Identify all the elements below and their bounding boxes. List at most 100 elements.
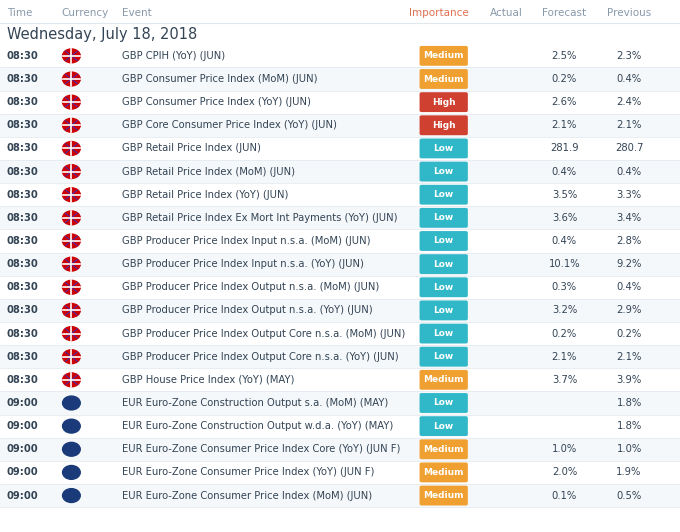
- Circle shape: [63, 257, 80, 271]
- Text: EUR Euro-Zone Consumer Price Index (MoM) (JUN): EUR Euro-Zone Consumer Price Index (MoM)…: [122, 491, 373, 501]
- Circle shape: [63, 95, 80, 109]
- Text: 3.3%: 3.3%: [617, 190, 641, 200]
- Text: 2.6%: 2.6%: [551, 97, 577, 107]
- Circle shape: [63, 72, 80, 86]
- Text: 1.8%: 1.8%: [616, 421, 642, 431]
- Text: Low: Low: [434, 398, 454, 408]
- FancyBboxPatch shape: [0, 322, 680, 345]
- Text: 08:30: 08:30: [7, 329, 39, 338]
- Text: 1.8%: 1.8%: [616, 398, 642, 408]
- FancyBboxPatch shape: [0, 392, 680, 414]
- Text: EUR Euro-Zone Construction Output s.a. (MoM) (MAY): EUR Euro-Zone Construction Output s.a. (…: [122, 398, 389, 408]
- Text: 08:30: 08:30: [7, 167, 39, 177]
- Text: Medium: Medium: [424, 491, 464, 500]
- FancyBboxPatch shape: [420, 416, 468, 436]
- Circle shape: [63, 327, 80, 340]
- Text: Medium: Medium: [424, 376, 464, 384]
- FancyBboxPatch shape: [420, 486, 468, 505]
- Text: Previous: Previous: [607, 9, 651, 18]
- Text: 3.5%: 3.5%: [551, 190, 577, 200]
- Text: Low: Low: [434, 352, 454, 361]
- Text: 08:30: 08:30: [7, 120, 39, 130]
- Text: 08:30: 08:30: [7, 352, 39, 362]
- FancyBboxPatch shape: [0, 276, 680, 299]
- Text: 0.4%: 0.4%: [552, 167, 577, 177]
- Text: GBP House Price Index (YoY) (MAY): GBP House Price Index (YoY) (MAY): [122, 375, 294, 385]
- Text: Low: Low: [434, 167, 454, 176]
- Text: Low: Low: [434, 422, 454, 430]
- Text: GBP Retail Price Index Ex Mort Int Payments (YoY) (JUN): GBP Retail Price Index Ex Mort Int Payme…: [122, 213, 398, 223]
- FancyBboxPatch shape: [420, 347, 468, 367]
- Text: 0.2%: 0.2%: [551, 74, 577, 84]
- Circle shape: [63, 234, 80, 248]
- Text: High: High: [432, 98, 456, 106]
- Text: 1.0%: 1.0%: [551, 444, 577, 454]
- Text: GBP Consumer Price Index (YoY) (JUN): GBP Consumer Price Index (YoY) (JUN): [122, 97, 311, 107]
- Text: 08:30: 08:30: [7, 74, 39, 84]
- FancyBboxPatch shape: [420, 92, 468, 112]
- Text: EUR Euro-Zone Consumer Price Index (YoY) (JUN F): EUR Euro-Zone Consumer Price Index (YoY)…: [122, 468, 375, 477]
- Text: Low: Low: [434, 329, 454, 338]
- Text: Low: Low: [434, 260, 454, 269]
- Text: Low: Low: [434, 283, 454, 292]
- Text: 0.4%: 0.4%: [552, 236, 577, 246]
- Text: 3.6%: 3.6%: [551, 213, 577, 223]
- Text: Low: Low: [434, 144, 454, 153]
- Text: Event: Event: [122, 9, 152, 18]
- Text: 0.4%: 0.4%: [617, 282, 641, 292]
- Text: EUR Euro-Zone Consumer Price Index Core (YoY) (JUN F): EUR Euro-Zone Consumer Price Index Core …: [122, 444, 401, 454]
- Text: 2.3%: 2.3%: [616, 51, 642, 61]
- Text: 2.1%: 2.1%: [616, 352, 642, 362]
- FancyBboxPatch shape: [420, 370, 468, 390]
- Circle shape: [63, 373, 80, 387]
- FancyBboxPatch shape: [0, 414, 680, 438]
- Text: 08:30: 08:30: [7, 236, 39, 246]
- FancyBboxPatch shape: [0, 160, 680, 183]
- Text: GBP CPIH (YoY) (JUN): GBP CPIH (YoY) (JUN): [122, 51, 226, 61]
- Circle shape: [63, 280, 80, 294]
- FancyBboxPatch shape: [0, 137, 680, 160]
- Text: 9.2%: 9.2%: [616, 259, 642, 269]
- Text: 3.9%: 3.9%: [616, 375, 642, 385]
- Text: 0.2%: 0.2%: [616, 329, 642, 338]
- FancyBboxPatch shape: [0, 253, 680, 276]
- Text: 08:30: 08:30: [7, 51, 39, 61]
- FancyBboxPatch shape: [420, 301, 468, 320]
- Text: 08:30: 08:30: [7, 144, 39, 153]
- Circle shape: [63, 188, 80, 202]
- Text: Currency: Currency: [61, 9, 108, 18]
- FancyBboxPatch shape: [0, 345, 680, 368]
- Text: GBP Producer Price Index Output Core n.s.a. (YoY) (JUN): GBP Producer Price Index Output Core n.s…: [122, 352, 399, 362]
- FancyBboxPatch shape: [0, 183, 680, 206]
- FancyBboxPatch shape: [420, 277, 468, 297]
- Text: 3.7%: 3.7%: [551, 375, 577, 385]
- Text: Low: Low: [434, 213, 454, 222]
- FancyBboxPatch shape: [0, 229, 680, 253]
- Text: Low: Low: [434, 237, 454, 245]
- FancyBboxPatch shape: [0, 44, 680, 68]
- FancyBboxPatch shape: [0, 368, 680, 392]
- Text: Actual: Actual: [490, 9, 523, 18]
- Text: GBP Retail Price Index (MoM) (JUN): GBP Retail Price Index (MoM) (JUN): [122, 167, 295, 177]
- FancyBboxPatch shape: [420, 69, 468, 89]
- Text: 2.1%: 2.1%: [551, 352, 577, 362]
- Circle shape: [63, 118, 80, 132]
- FancyBboxPatch shape: [420, 323, 468, 344]
- FancyBboxPatch shape: [420, 393, 468, 413]
- Text: GBP Producer Price Index Output n.s.a. (YoY) (JUN): GBP Producer Price Index Output n.s.a. (…: [122, 305, 373, 315]
- Circle shape: [63, 419, 80, 433]
- FancyBboxPatch shape: [420, 231, 468, 251]
- Text: 08:30: 08:30: [7, 190, 39, 200]
- Text: 0.4%: 0.4%: [617, 74, 641, 84]
- FancyBboxPatch shape: [420, 46, 468, 66]
- Text: 08:30: 08:30: [7, 305, 39, 315]
- Text: 2.0%: 2.0%: [551, 468, 577, 477]
- FancyBboxPatch shape: [0, 484, 680, 507]
- Text: 1.0%: 1.0%: [616, 444, 642, 454]
- Circle shape: [63, 466, 80, 479]
- Text: GBP Producer Price Index Input n.s.a. (YoY) (JUN): GBP Producer Price Index Input n.s.a. (Y…: [122, 259, 364, 269]
- Text: EUR Euro-Zone Construction Output w.d.a. (YoY) (MAY): EUR Euro-Zone Construction Output w.d.a.…: [122, 421, 394, 431]
- Text: 280.7: 280.7: [615, 144, 643, 153]
- Text: 0.3%: 0.3%: [552, 282, 577, 292]
- Text: Importance: Importance: [409, 9, 469, 18]
